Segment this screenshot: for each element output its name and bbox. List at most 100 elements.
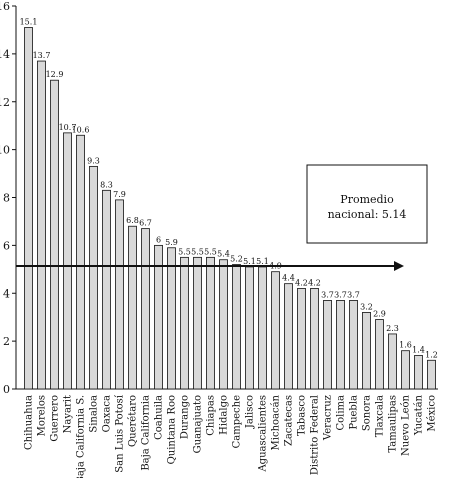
bar [89, 165, 98, 390]
y-tick-label: 8 [3, 192, 10, 205]
y-tick-label: 4 [3, 287, 10, 300]
y-tick-label: 10 [0, 144, 10, 157]
data-label: 5.2 [230, 255, 243, 264]
data-label: 1.4 [412, 345, 425, 354]
data-label: 6.7 [139, 219, 152, 228]
bar [115, 199, 124, 390]
x-tick-label: Nuevo León [401, 394, 412, 456]
bar [388, 333, 397, 390]
average-note-line-1: Promedio [340, 193, 394, 206]
bar [349, 300, 358, 390]
bar [284, 283, 293, 390]
bar [206, 256, 215, 390]
data-label: 3.7 [334, 290, 347, 299]
x-tick-label: Baja California S. [76, 395, 87, 478]
bar [63, 132, 72, 390]
bar [24, 27, 33, 390]
x-tick-label: Veracruz [323, 395, 334, 441]
bars [24, 27, 436, 390]
data-label: 6 [156, 235, 161, 244]
x-tick-label: Michoacán [271, 394, 282, 450]
x-tick-label: Campeche [232, 395, 243, 448]
x-tick-label: Quintana Roo [167, 395, 178, 464]
y-tick-label: 16 [0, 0, 10, 13]
bar [310, 288, 319, 390]
data-labels: 15.113.712.910.710.69.38.37.96.8 6.76 5.95… [20, 18, 438, 360]
data-label: 1.2 [425, 350, 438, 359]
data-label: 4.2 [308, 278, 321, 287]
data-label: 13.7 [33, 51, 51, 60]
data-label: 5.5 [204, 247, 217, 256]
data-label: 10.6 [72, 125, 90, 134]
data-label: 3.7 [347, 290, 360, 299]
bar [76, 134, 85, 390]
data-label: 5.5 [178, 247, 191, 256]
x-tick-label: Durango [180, 395, 191, 439]
bar [167, 247, 176, 390]
bar [375, 319, 384, 390]
data-label: 5.1 [243, 257, 256, 266]
data-label: 8.3 [100, 180, 113, 189]
bar [336, 300, 345, 390]
x-tick-label: Tamaulipas [388, 395, 399, 453]
x-tick-label: Sinaloa [89, 395, 100, 433]
data-label: 9.3 [87, 156, 100, 165]
data-label: 3.2 [360, 302, 373, 311]
bar [219, 259, 228, 390]
x-tick-label: Zacatecas [284, 395, 295, 446]
data-label: 3.7 [321, 290, 334, 299]
bar [180, 256, 189, 390]
x-tick-label: Sonora [362, 395, 373, 431]
x-tick-label: Jalisco [245, 395, 256, 429]
data-label: 10.7 [59, 123, 77, 132]
x-tick-label: México [427, 395, 438, 432]
data-label: 5.4 [217, 250, 230, 259]
data-label: 5.1 [256, 257, 269, 266]
y-tick-label: 12 [0, 96, 10, 109]
x-tick-label: Aguascalientes [258, 395, 269, 473]
y-tick-label: 14 [0, 48, 10, 61]
x-tick-label: Guanajuato [193, 395, 204, 453]
x-tick-label: Tlaxcala [375, 395, 386, 437]
average-note: Promedio nacional: 5.14 [306, 164, 428, 244]
x-tick-label: Distrito Federal [310, 395, 321, 475]
bar [193, 256, 202, 390]
bar [297, 288, 306, 390]
average-line-group [16, 260, 404, 271]
data-label: 2.3 [386, 324, 399, 333]
x-tick-label: San Luis Potosí [115, 394, 126, 473]
bar [258, 266, 267, 390]
x-tick-label: Yucatán [414, 394, 425, 436]
x-tick-label: Chiapas [206, 395, 217, 436]
bar [232, 264, 241, 390]
bar [362, 311, 371, 390]
bar [323, 300, 332, 390]
bar [154, 244, 163, 390]
data-label: 1.6 [399, 341, 412, 350]
average-line-arrowhead [394, 260, 404, 271]
bar [245, 266, 254, 390]
average-note-box [306, 164, 428, 244]
x-tick-label: Oaxaca [102, 395, 113, 432]
y-axis: 0 2 4 6 8 10 12 14 16 [0, 0, 438, 396]
bar [102, 189, 111, 390]
bar [401, 350, 410, 390]
y-tick-label: 2 [3, 335, 10, 348]
bar [271, 271, 280, 390]
x-tick-label: Tabasco [297, 395, 308, 436]
x-tick-label: Chihuahua [24, 395, 35, 450]
data-label: 2.9 [373, 310, 386, 319]
data-label: 7.9 [113, 190, 126, 199]
x-tick-label: Hidalgo [219, 395, 230, 435]
x-tick-label: Coahuila [154, 395, 165, 440]
data-label: 4.2 [295, 278, 308, 287]
y-tick-label: 0 [3, 383, 10, 396]
average-note-line-2: nacional: 5.14 [328, 208, 407, 221]
data-label: 15.1 [20, 18, 38, 27]
data-label: 6.8 [126, 216, 139, 225]
bar [141, 228, 150, 390]
bar [50, 79, 59, 390]
data-label: 5.5 [191, 247, 204, 256]
